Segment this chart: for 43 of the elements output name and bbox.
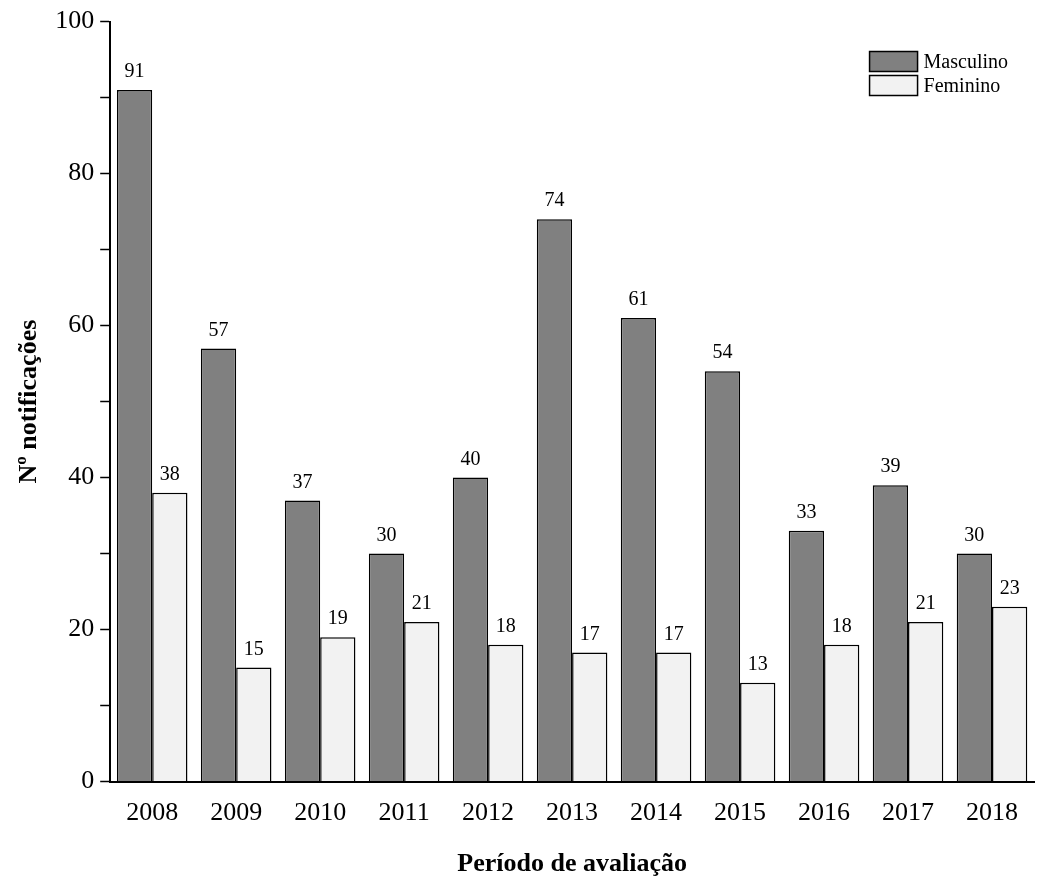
data-label: 37	[292, 469, 313, 492]
data-label: 18	[831, 614, 852, 637]
y-tick-label: 20	[68, 613, 95, 643]
data-label: 30	[376, 522, 397, 545]
y-tick-label: 80	[68, 157, 95, 187]
y-tick-label: 60	[68, 309, 95, 339]
y-tick-label: 100	[55, 5, 95, 35]
data-label: 61	[628, 287, 649, 310]
data-label: 91	[124, 59, 145, 82]
data-label: 38	[159, 462, 180, 485]
data-label: 54	[712, 340, 733, 363]
data-label: 33	[796, 500, 817, 523]
data-label: 15	[243, 636, 264, 659]
data-label: 57	[208, 317, 229, 340]
x-tick-label: 2013	[546, 797, 599, 827]
legend-label: Masculino	[923, 49, 1008, 72]
data-label: 74	[544, 188, 565, 211]
x-tick-label: 2016	[798, 797, 851, 827]
x-axis-title: Período de avaliação	[457, 848, 687, 878]
x-tick-label: 2010	[294, 797, 347, 827]
y-tick-label: 40	[68, 461, 95, 491]
data-label: 30	[964, 522, 985, 545]
data-label: 17	[663, 621, 684, 644]
data-label: 39	[880, 454, 901, 477]
data-label: 23	[999, 576, 1020, 599]
data-label: 21	[915, 591, 936, 614]
data-label: 13	[747, 652, 768, 675]
data-label: 21	[411, 591, 432, 614]
x-tick-label: 2018	[966, 797, 1019, 827]
data-label: 19	[327, 606, 348, 629]
x-tick-label: 2008	[126, 797, 179, 827]
y-axis-title: Nº notificações	[13, 319, 43, 484]
data-label: 40	[460, 446, 481, 469]
x-tick-label: 2009	[210, 797, 263, 827]
data-label: 17	[579, 621, 600, 644]
x-tick-label: 2012	[462, 797, 515, 827]
x-tick-label: 2011	[378, 797, 430, 827]
x-tick-label: 2015	[714, 797, 767, 827]
x-tick-label: 2014	[630, 797, 683, 827]
y-tick-label: 0	[81, 765, 95, 795]
data-label: 18	[495, 614, 516, 637]
legend-label: Feminino	[923, 73, 1001, 96]
x-tick-label: 2017	[882, 797, 935, 827]
